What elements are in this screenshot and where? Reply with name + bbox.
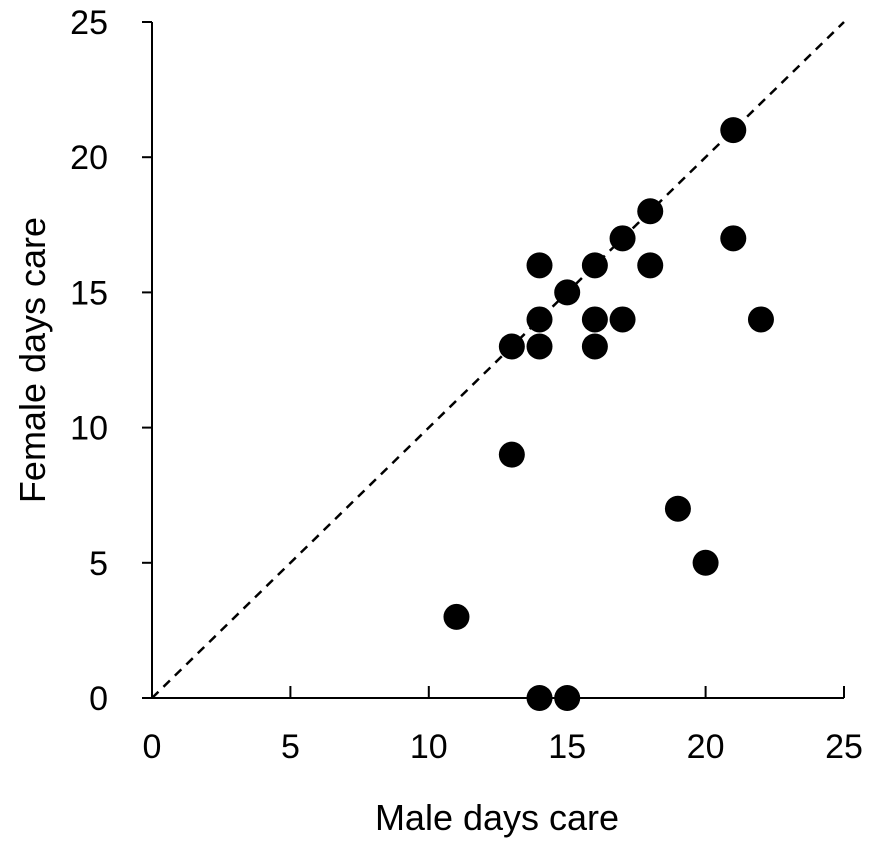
y-axis-ticks: 0 5 10 15 20 25 — [70, 4, 152, 718]
data-point — [747, 306, 774, 333]
data-point — [720, 225, 747, 252]
data-point — [526, 306, 553, 333]
data-point — [692, 549, 719, 576]
data-point — [664, 495, 691, 522]
y-tick-label: 10 — [70, 410, 108, 448]
x-axis-title: Male days care — [375, 797, 619, 838]
data-point — [609, 225, 636, 252]
x-tick-label: 0 — [143, 728, 162, 766]
data-point — [581, 306, 608, 333]
x-axis-ticks: 0 5 10 15 20 25 — [143, 686, 863, 766]
y-tick-label: 5 — [89, 545, 108, 583]
data-point — [443, 603, 470, 630]
data-points — [443, 117, 774, 711]
data-point — [637, 252, 664, 279]
y-tick-label: 25 — [70, 4, 108, 42]
data-point — [498, 441, 525, 468]
plot-area: 0 5 10 15 20 25 0 5 10 15 20 25 — [70, 4, 863, 766]
x-tick-label: 10 — [410, 728, 448, 766]
data-point — [581, 333, 608, 360]
y-axis-title: Female days care — [12, 217, 53, 503]
data-point — [498, 333, 525, 360]
data-point — [554, 279, 581, 306]
x-tick-label: 15 — [548, 728, 586, 766]
y-tick-label: 0 — [89, 680, 108, 718]
data-point — [637, 198, 664, 225]
y-tick-label: 20 — [70, 139, 108, 177]
x-tick-label: 5 — [281, 728, 300, 766]
data-point — [720, 117, 747, 144]
data-point — [581, 252, 608, 279]
data-point — [526, 333, 553, 360]
data-point — [609, 306, 636, 333]
x-tick-label: 20 — [687, 728, 725, 766]
x-tick-label: 25 — [825, 728, 863, 766]
y-tick-label: 15 — [70, 274, 108, 312]
data-point — [526, 252, 553, 279]
